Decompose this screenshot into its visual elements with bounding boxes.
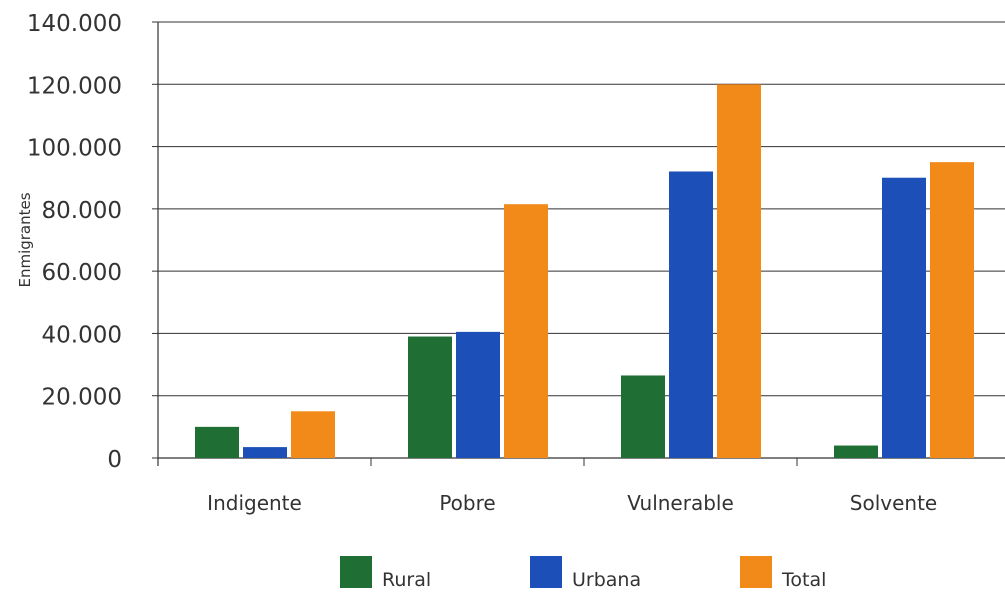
x-tick-label: Vulnerable [627, 491, 734, 515]
bar-urbana-vulnerable [669, 171, 713, 458]
legend-swatch-total [740, 556, 772, 588]
y-tick-label: 100.000 [27, 136, 122, 162]
gridlines [158, 21, 1005, 397]
bar-rural-solvente [834, 445, 878, 458]
y-tick-label: 60.000 [42, 260, 122, 286]
bar-rural-pobre [408, 336, 452, 458]
bar-rural-vulnerable [621, 375, 665, 458]
x-tick-label: Indigente [207, 491, 302, 515]
y-tick-label: 140.000 [27, 11, 122, 37]
tick-labels: 0 20.000 40.000 60.000 80.000 100.000 120.000 1… [27, 11, 937, 515]
bar-total-solvente [930, 162, 974, 458]
legend-swatch-rural [340, 556, 372, 588]
legend-swatch-urbana [530, 556, 562, 588]
bar-urbana-pobre [456, 331, 500, 458]
bar-total-vulnerable [717, 84, 761, 459]
x-tick-label: Solvente [850, 491, 937, 515]
y-tick-label: 80.000 [42, 198, 122, 224]
legend-label-rural: Rural [382, 569, 431, 590]
x-tick-label: Pobre [439, 491, 495, 515]
legend-label-total: Total [781, 569, 826, 590]
y-tick-label: 0 [107, 447, 122, 473]
legend: Rural Urbana Total [340, 556, 826, 591]
bar-total-pobre [504, 204, 548, 458]
y-tick-label: 120.000 [27, 73, 122, 99]
y-axis-label: Enmigrantes [16, 192, 34, 287]
bars [195, 84, 974, 459]
bar-urbana-indigente [243, 447, 287, 458]
legend-label-urbana: Urbana [572, 569, 641, 590]
y-tick-label: 40.000 [42, 322, 122, 348]
bar-urbana-solvente [882, 177, 926, 458]
y-tick-label: 20.000 [42, 385, 122, 411]
axes [152, 21, 1005, 466]
bar-rural-indigente [195, 426, 239, 458]
bar-total-indigente [291, 411, 335, 458]
